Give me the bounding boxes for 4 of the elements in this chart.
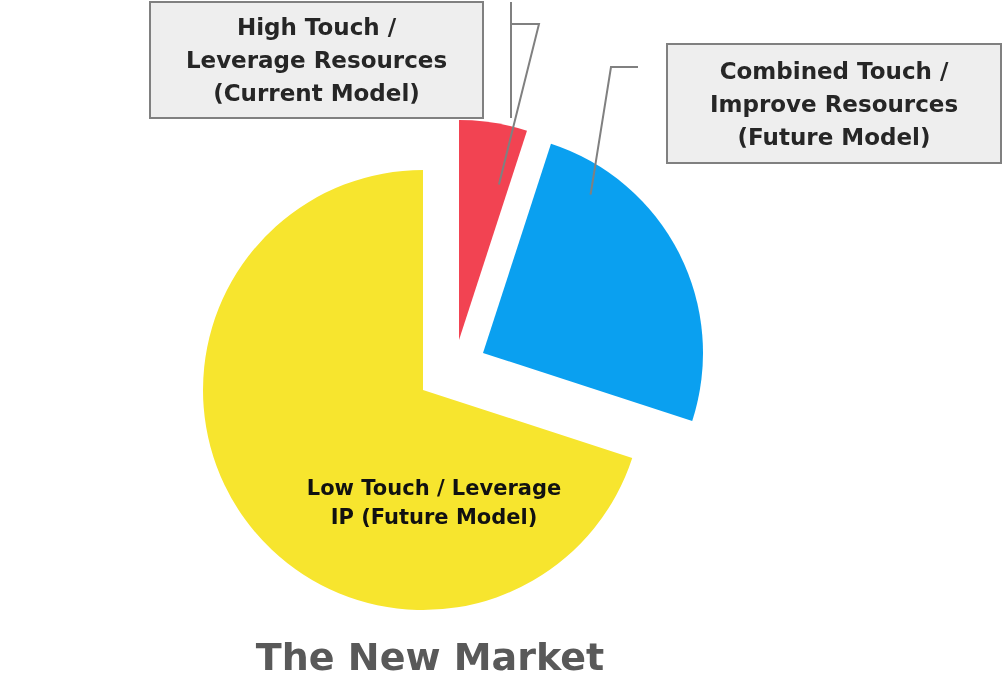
slice-label: High Touch / Leverage Resources (Current Model) xyxy=(185,14,448,107)
text: The New Market xyxy=(255,635,605,679)
slice-label: Low Touch / Leverage IP (Future Model) xyxy=(306,476,562,529)
slice-label: Combined Touch / Improve Resources (Future Model) xyxy=(709,57,959,150)
